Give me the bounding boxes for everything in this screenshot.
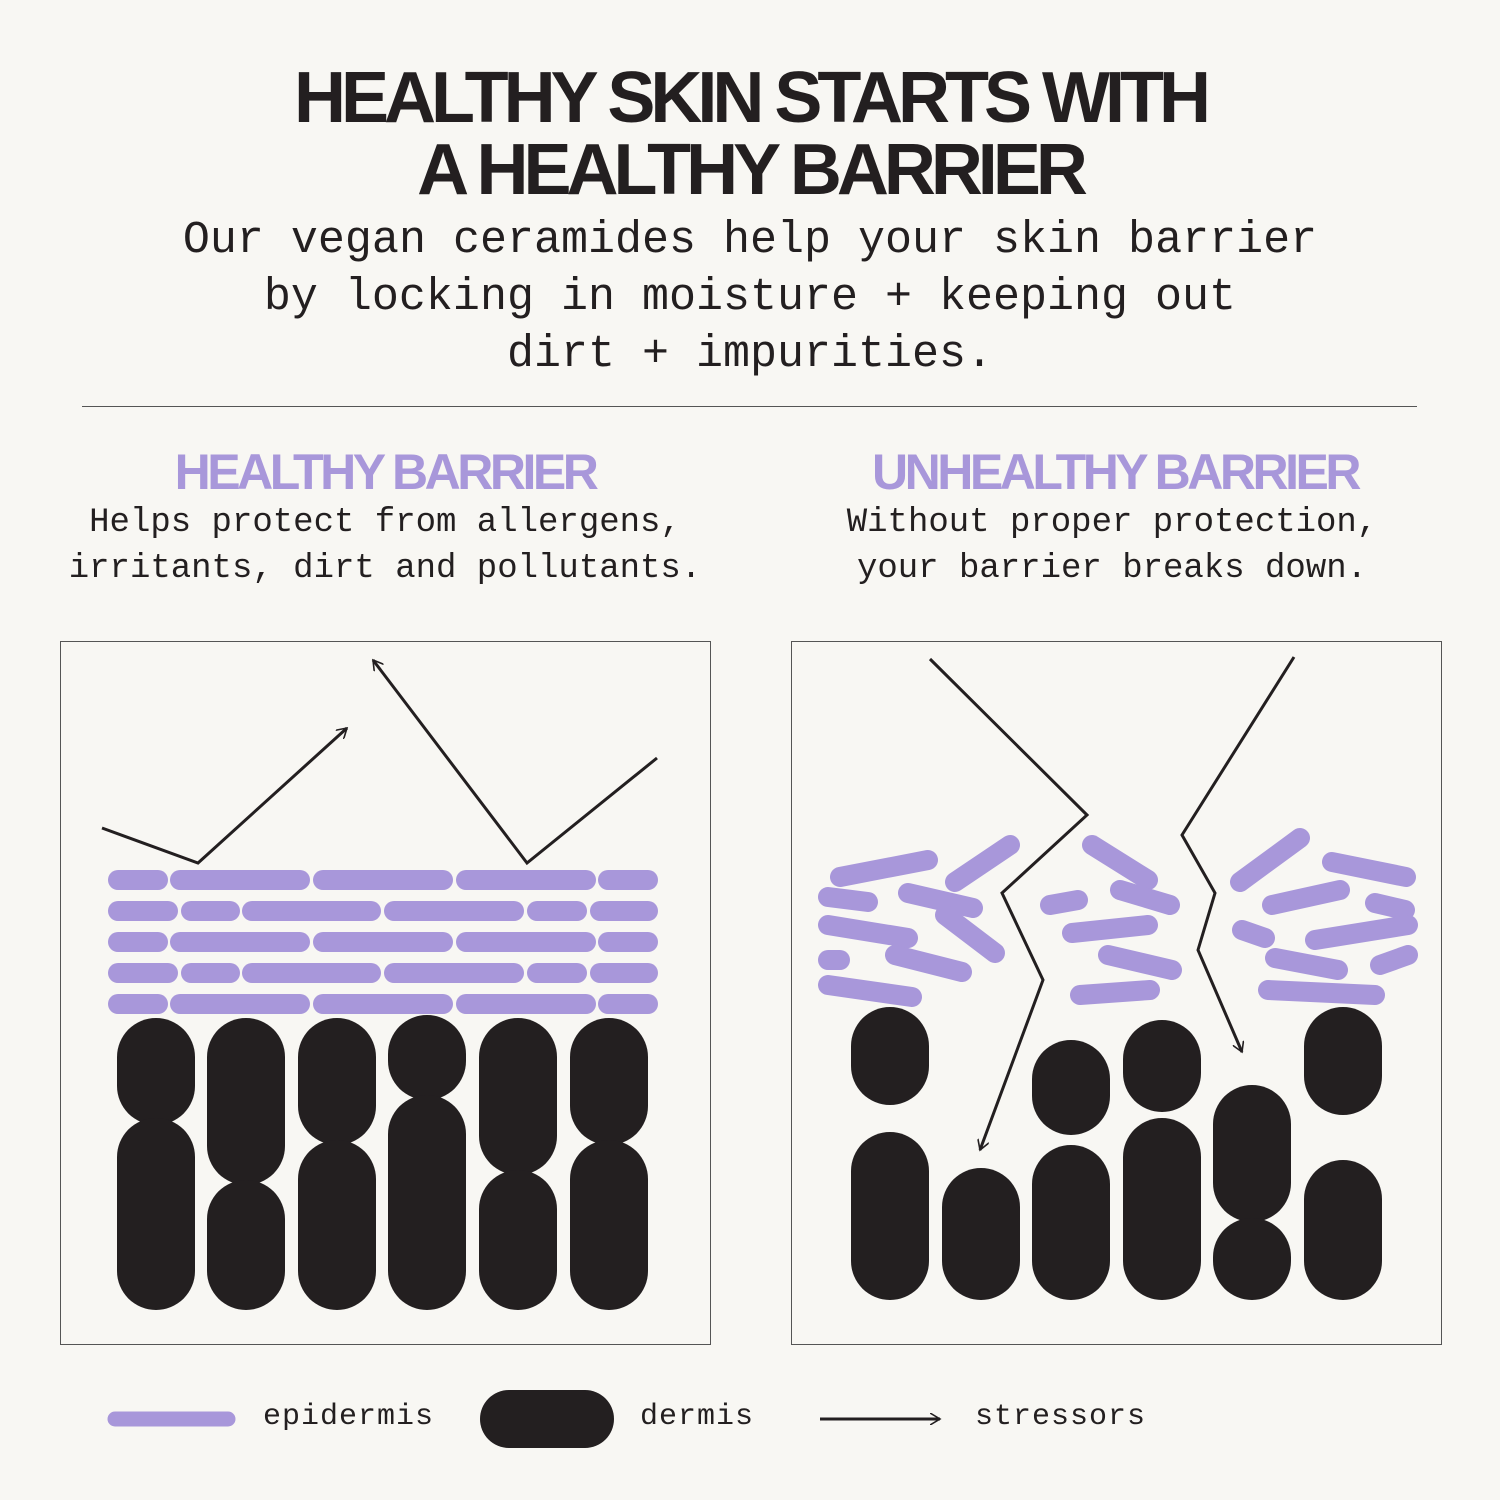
epidermis-cell (818, 915, 918, 948)
epidermis-cell (1365, 893, 1415, 920)
title-line-1: HEALTHY SKIN STARTS WITH (294, 58, 1211, 138)
dermis-cell (1032, 1040, 1110, 1135)
dermis-cell (298, 1018, 376, 1145)
epidermis-cell (1062, 915, 1158, 943)
healthy-epidermis (108, 870, 658, 1014)
epidermis-cell (935, 905, 1005, 963)
epidermis-cell (818, 887, 878, 912)
epidermis-cell (1305, 915, 1418, 950)
dermis-cell (479, 1170, 557, 1310)
dermis-cell (117, 1018, 195, 1125)
healthy-panel (60, 641, 711, 1345)
epidermis-cell (1232, 920, 1275, 948)
stressor-arrow-icon (101, 726, 347, 865)
dermis-cell (388, 1095, 466, 1310)
epidermis-cell (1265, 948, 1348, 980)
dermis-cell (207, 1180, 285, 1310)
stressor-arrows (101, 656, 1296, 1150)
epidermis-cell (885, 945, 972, 982)
epidermis-cell (1262, 880, 1350, 915)
dermis-cell (1304, 1160, 1382, 1300)
unhealthy-dermis (851, 1007, 1382, 1300)
legend-stressors-label: stressors (975, 1400, 1147, 1434)
epidermis-cell (1370, 945, 1418, 975)
epidermis-cell (1322, 852, 1416, 887)
epidermis-cell (1070, 980, 1160, 1005)
healthy-dermis (117, 1015, 648, 1310)
subtitle: Our vegan ceramides help your skin barri… (182, 215, 1318, 380)
epidermis-cell (1230, 828, 1310, 892)
healthy-heading: HEALTHY BARRIER (174, 444, 599, 500)
legend-dermis-label: dermis (640, 1400, 755, 1434)
epidermis-cell (1082, 835, 1158, 890)
epidermis-cell (1040, 890, 1088, 915)
dermis-cell (1304, 1007, 1382, 1115)
divider (82, 406, 1417, 407)
dermis-cell (1123, 1020, 1201, 1112)
dermis-cell (117, 1118, 195, 1310)
legend-dermis-icon (480, 1390, 614, 1448)
epidermis-cell (830, 850, 938, 887)
dermis-cell (851, 1132, 929, 1300)
dermis-cell (479, 1018, 557, 1175)
epidermis-cell (818, 975, 922, 1007)
epidermis-cell (898, 883, 983, 918)
stressor-arrow-icon (928, 657, 1090, 1150)
epidermis-cell (1098, 945, 1182, 980)
legend-epidermis-label: epidermis (263, 1400, 435, 1434)
dermis-cell (851, 1007, 929, 1105)
epidermis-cell (1258, 980, 1385, 1005)
unhealthy-epidermis (818, 828, 1418, 1007)
epidermis-cell (945, 835, 1020, 892)
epidermis-cell (1110, 880, 1180, 915)
stressor-arrow-icon (371, 660, 658, 866)
unhealthy-heading: UNHEALTHY BARRIER (872, 444, 1361, 500)
dermis-cell (298, 1140, 376, 1310)
dermis-cell (1032, 1145, 1110, 1300)
unhealthy-description: Without proper protection, your barrier … (846, 504, 1378, 588)
unhealthy-panel (791, 641, 1442, 1345)
dermis-cell (570, 1140, 648, 1310)
dermis-cell (1213, 1218, 1291, 1300)
dermis-cell (1213, 1085, 1291, 1222)
stressor-arrow-icon (1180, 656, 1296, 1052)
dermis-cell (1123, 1118, 1201, 1300)
healthy-description: Helps protect from allergens, irritants,… (68, 504, 702, 588)
title-line-2: A HEALTHY BARRIER (417, 130, 1088, 210)
dermis-cell (570, 1018, 648, 1145)
dermis-cell (942, 1168, 1020, 1300)
dermis-cell (388, 1015, 466, 1100)
dermis-cell (207, 1018, 285, 1185)
